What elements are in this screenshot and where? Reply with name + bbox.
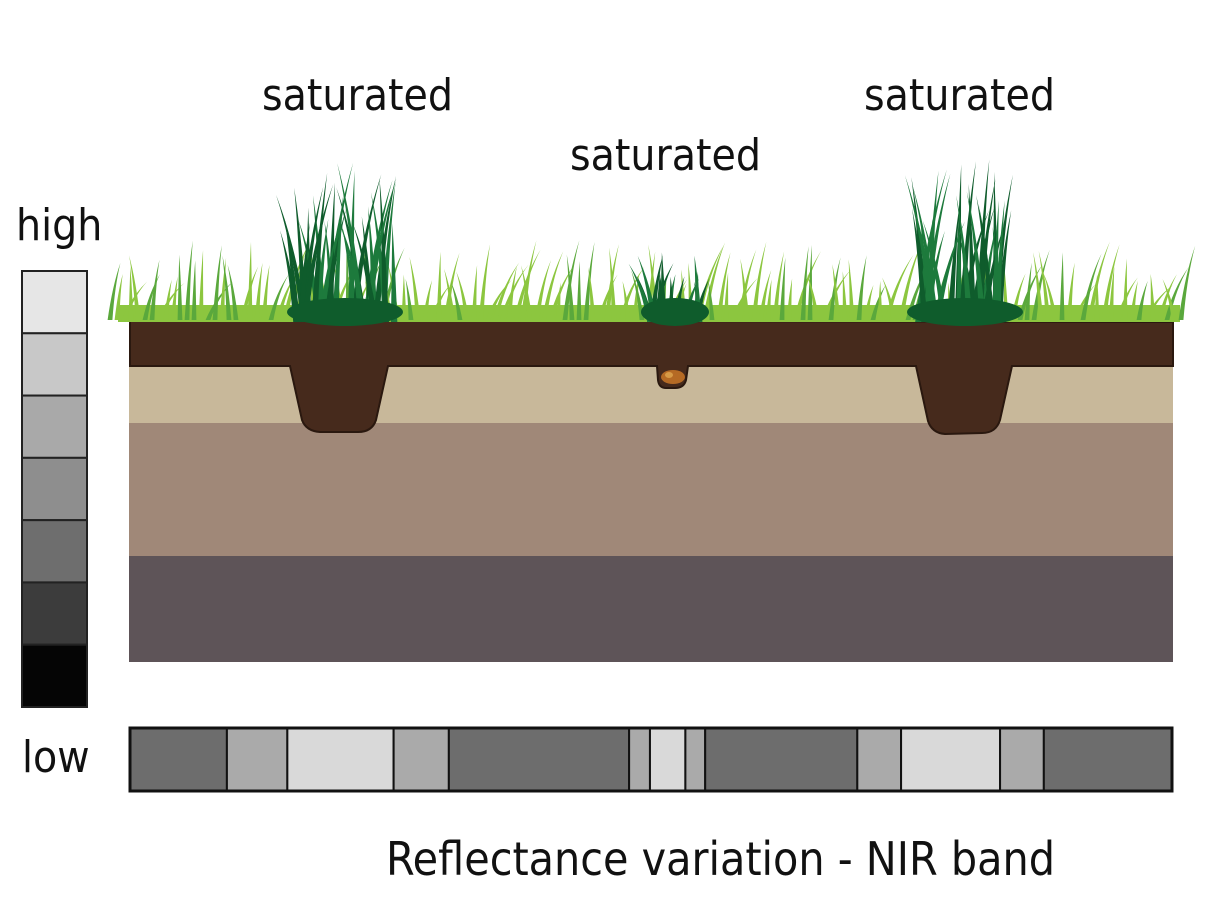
grass-blade (248, 242, 253, 320)
strip-segment (130, 728, 227, 791)
legend-swatch (22, 645, 87, 707)
grass-blade (178, 255, 183, 320)
strip-segment (1044, 728, 1172, 791)
grass-blade (1123, 258, 1128, 320)
tuft-base (907, 298, 1023, 326)
strip-segment (227, 728, 287, 791)
legend-swatch (22, 271, 87, 333)
strip-segment (629, 728, 650, 791)
grass-blade (1060, 252, 1065, 320)
legend-swatch (22, 458, 87, 520)
reflectance-strip (130, 728, 1172, 791)
grass-blade (192, 260, 197, 320)
strip-segment (857, 728, 901, 791)
strip-segment (1000, 728, 1044, 791)
legend-swatch (22, 520, 87, 582)
bedrock-layer (129, 555, 1173, 662)
grass-blade (199, 250, 204, 320)
strip-segment (685, 728, 705, 791)
grass-blade (437, 252, 442, 320)
reflectance-legend-scale (22, 271, 87, 707)
grass-blade (1179, 246, 1196, 320)
root-nodule-highlight (665, 372, 673, 378)
strip-segment (394, 728, 449, 791)
root-nodule (661, 370, 685, 384)
grass-blade (472, 265, 477, 320)
grass-blade (577, 261, 582, 320)
strip-segment (650, 728, 685, 791)
strip-segment (705, 728, 857, 791)
tuft-base (641, 298, 709, 326)
legend-swatch (22, 396, 87, 458)
legend-swatch (22, 582, 87, 644)
subsoil-mid-layer (129, 422, 1173, 556)
subsoil-light-layer (129, 366, 1173, 423)
grass-blade (1151, 274, 1156, 320)
tuft-base (287, 298, 403, 326)
strip-segment (449, 728, 629, 791)
strip-segment (287, 728, 393, 791)
legend-swatch (22, 333, 87, 395)
strip-segment (901, 728, 1000, 791)
grass-blade (843, 271, 848, 320)
grass-cover (108, 159, 1196, 326)
grass-blade (787, 279, 793, 320)
